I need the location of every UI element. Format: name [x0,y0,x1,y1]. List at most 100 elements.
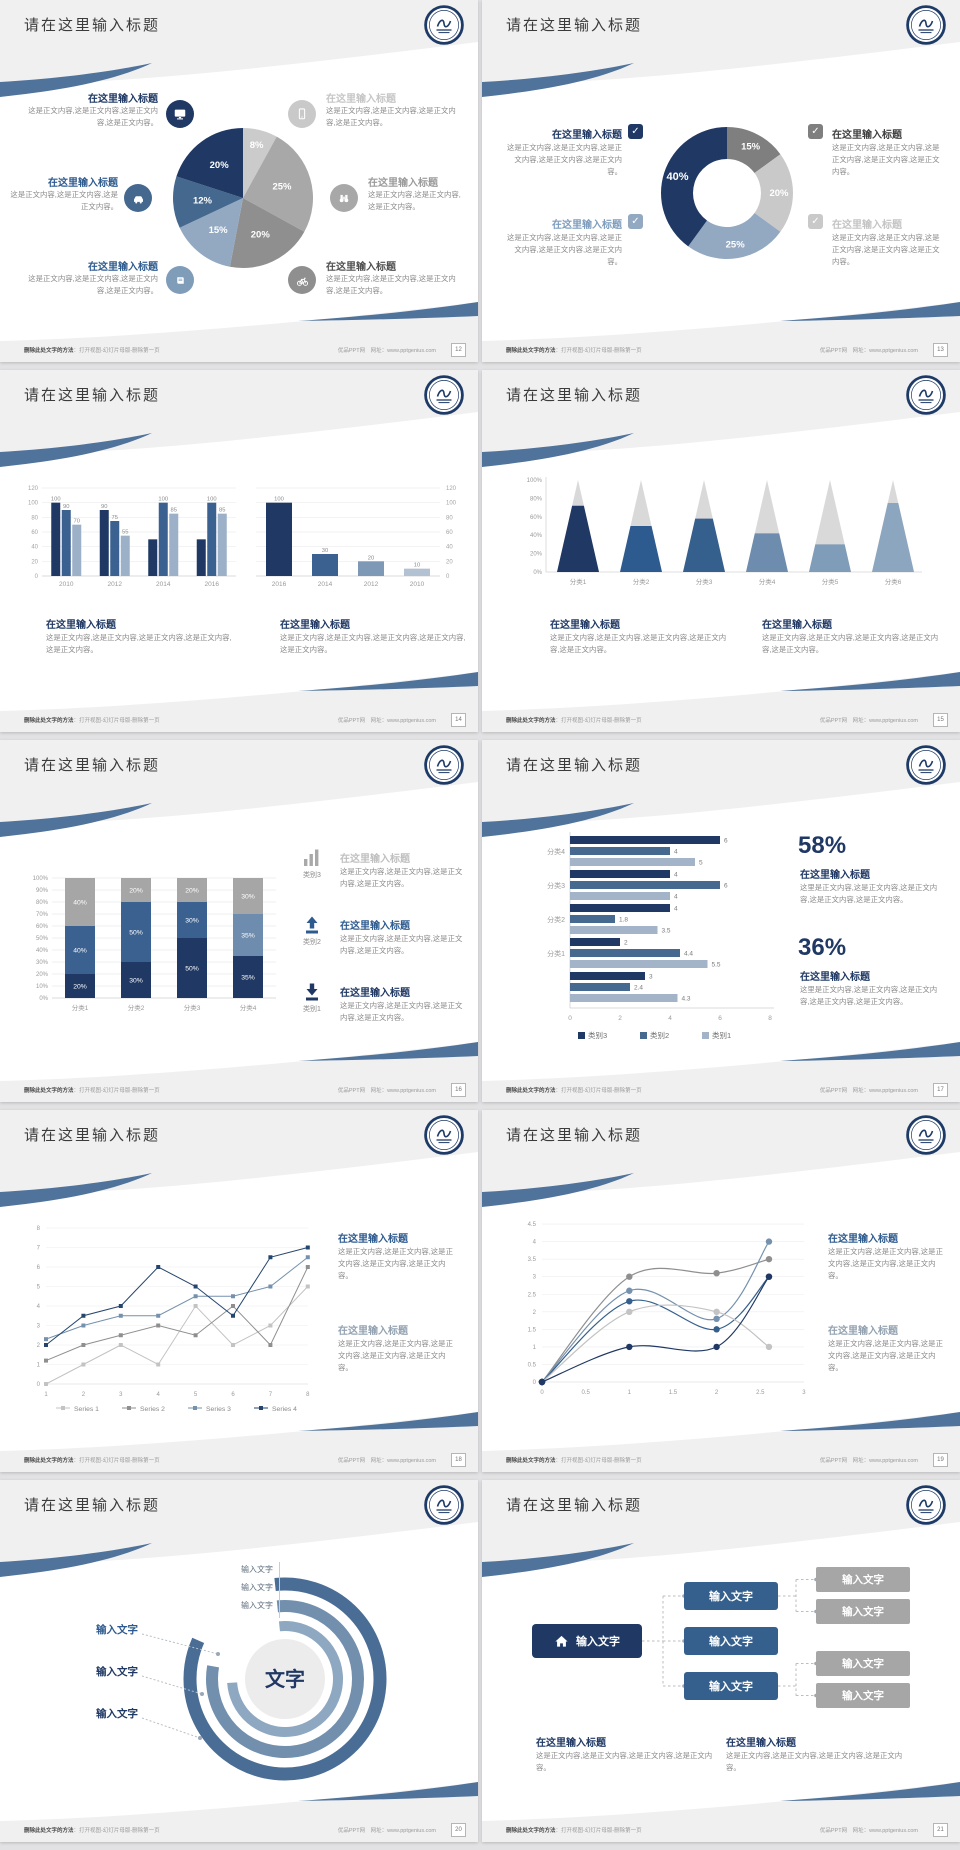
svg-text:2: 2 [533,1310,537,1316]
block-body: 这是正文内容,这是正文内容,这是正文内容,这是正文内容。 [28,106,158,127]
svg-text:20%: 20% [36,972,49,978]
flow-box-label: 输入文字 [842,1690,884,1702]
block-body: 这是正文内容,这是正文内容,这是正文内容,这是正文内容。 [340,867,463,888]
svg-text:60: 60 [31,530,38,536]
svg-text:2: 2 [37,1343,41,1349]
up-arrow-icon [306,916,318,934]
flow-leaf-box[interactable]: 输入文字 [816,1651,910,1676]
svg-text:30%: 30% [185,918,199,925]
svg-text:35%: 35% [241,933,255,940]
svg-text:1.5: 1.5 [528,1327,537,1333]
svg-text:30%: 30% [241,894,255,901]
svg-text:60%: 60% [530,515,543,521]
flow-leaf-box[interactable]: 输入文字 [816,1599,910,1624]
ring-label: 输入文字 [241,1583,273,1592]
school-badge-icon [906,375,946,415]
ring-label: 输入文字 [96,1708,138,1720]
slide-20-rings-diagram[interactable]: 请在这里输入标题 文字 输入文字 输入文字 输入文字 输入文字 输入文字 输入文… [0,1480,478,1842]
slide-title: 请在这里输入标题 [24,387,161,404]
block-body: 这是正文内容,这是正文内容,这是正文内容,这是正文内容,这是正文内容。 [828,1247,943,1280]
svg-text:分类4: 分类4 [547,847,565,856]
svg-text:75: 75 [112,515,118,521]
svg-text:类别3: 类别3 [588,1030,607,1040]
flow-mid-box[interactable]: 输入文字 [684,1627,778,1655]
svg-text:100: 100 [446,501,457,507]
svg-text:分类3: 分类3 [696,577,713,586]
svg-text:90: 90 [101,504,107,510]
svg-text:2016: 2016 [272,581,287,588]
slide-14-bar-charts[interactable]: 请在这里输入标题 0 20 40 60 80 100 120 100 90 70 2010 90 75 5… [0,370,478,732]
svg-text:8: 8 [768,1015,772,1022]
svg-text:分类2: 分类2 [128,1003,145,1012]
slide-footer: 删除此处文字的方法：打开视图-幻灯片母版-删除第一页 优品PPT网 网址：www… [482,1450,960,1472]
svg-text:0.5: 0.5 [581,1390,590,1396]
svg-text:1.5: 1.5 [669,1390,678,1396]
block-body: 这是正文内容,这是正文内容,这是正文内容,这是正文内容,这是正文内容。 [338,1247,453,1280]
flow-root-box[interactable]: 输入文字 [532,1624,642,1658]
school-badge-icon [906,1115,946,1155]
page-number: 21 [933,1823,948,1837]
slide-12-pie-infographic[interactable]: 请在这里输入标题 8% 25% 20% 15% 12% 20% 在这里输入标题 这是正文内… [0,0,478,362]
page-number: 19 [933,1453,948,1467]
svg-text:40%: 40% [73,948,87,955]
school-badge-icon [906,5,946,45]
stat-percentage: 58% [798,832,847,859]
slide-title: 请在这里输入标题 [24,1127,161,1144]
block-title: 在这里输入标题 [326,94,396,105]
svg-text:0%: 0% [533,570,542,576]
block-body: 这是正文内容,这是正文内容,这是正文内容。 [368,190,461,211]
slide-title: 请在这里输入标题 [24,17,161,34]
block-title: 在这里输入标题 [46,620,116,631]
svg-text:分类6: 分类6 [885,577,902,586]
svg-text:2012: 2012 [364,581,379,588]
footer-note: 删除此处文字的方法：打开视图-幻灯片母版-删除第一页 [24,348,160,354]
svg-text:2.4: 2.4 [634,985,643,992]
slide-13-donut-chart[interactable]: 请在这里输入标题 15% 20% 25% 40% 在这里输入标题 ✓ 这是正文内容,这… [482,0,960,362]
slide-title: 请在这里输入标题 [506,1127,643,1144]
footer-site: 优品PPT网 网址：www.pptgenius.com [819,1088,918,1094]
slide-17-horizontal-bar-chart[interactable]: 请在这里输入标题 0 2 4 6 8 6 4 5 分类4 4 6 4 分类3 4 1.8 3.5 分类2 2 4.4… [482,740,960,1102]
slide-15-cone-chart[interactable]: 请在这里输入标题 0% 20% 40% 60% 80% 100% 分类1 分类2 分类3 分类4 分… [482,370,960,732]
legend-label: 类别3 [303,872,321,879]
block-title: 在这里输入标题 [88,262,158,273]
svg-text:100: 100 [158,497,168,503]
checkbox-icon[interactable]: ✓ [808,124,823,139]
flow-leaf-box[interactable]: 输入文字 [816,1683,910,1708]
svg-text:100: 100 [28,501,39,507]
checkbox-icon[interactable]: ✓ [628,214,643,229]
svg-text:4.5: 4.5 [528,1222,537,1228]
checkbox-icon[interactable]: ✓ [628,124,643,139]
slide-21-flow-diagram[interactable]: 请在这里输入标题 输入文字 输入文字 输入文字 输入文字 输入文字 输入文字 输… [482,1480,960,1842]
footer-site: 优品PPT网 网址：www.pptgenius.com [819,718,918,724]
block-title: 在这里输入标题 [800,972,870,983]
svg-text:6: 6 [231,1392,235,1398]
page-number: 14 [451,713,466,727]
svg-text:Series 3: Series 3 [206,1406,231,1413]
flow-mid-box[interactable]: 输入文字 [684,1672,778,1700]
slide-19-curve-chart[interactable]: 请在这里输入标题 0 0.5 1 1.5 2 2.5 3 3.5 4 4.5 0 0.5 1 1.5 2 2.… [482,1110,960,1472]
checkbox-icon[interactable]: ✓ [808,214,823,229]
school-badge-icon [906,1485,946,1525]
school-badge-icon [906,745,946,785]
svg-text:0: 0 [533,1380,537,1386]
svg-text:1: 1 [37,1363,41,1369]
flow-leaf-box[interactable]: 输入文字 [816,1567,910,1592]
svg-text:35%: 35% [241,975,255,982]
svg-text:30%: 30% [36,960,49,966]
svg-text:4.4: 4.4 [684,951,693,958]
svg-text:100: 100 [274,497,284,503]
block-title: 在这里输入标题 [726,1738,796,1749]
svg-text:20%: 20% [129,888,143,895]
svg-text:4: 4 [157,1392,161,1398]
slide-18-line-chart[interactable]: 请在这里输入标题 0 1 2 3 4 5 6 7 8 1 2 3 4 5 6 7 8 Series 1 Series… [0,1110,478,1472]
slide-16-stacked-bar-chart[interactable]: 请在这里输入标题 0% 10% 20% 30% 40% 50% 60% 70% 80% 90% 10… [0,740,478,1102]
slide-title: 请在这里输入标题 [506,387,643,404]
svg-text:6: 6 [724,838,728,845]
svg-text:2: 2 [715,1390,719,1396]
slide-footer: 删除此处文字的方法：打开视图-幻灯片母版-删除第一页 优品PPT网 网址：www… [0,1820,478,1842]
block-body: 这里是正文内容,这是正文内容,这是正文内容,这是正文内容,这是正文内容。 [800,985,938,1006]
block-title: 在这里输入标题 [48,178,118,189]
flow-mid-box[interactable]: 输入文字 [684,1582,778,1610]
block-title: 在这里输入标题 [552,220,622,231]
svg-text:50%: 50% [129,930,143,937]
